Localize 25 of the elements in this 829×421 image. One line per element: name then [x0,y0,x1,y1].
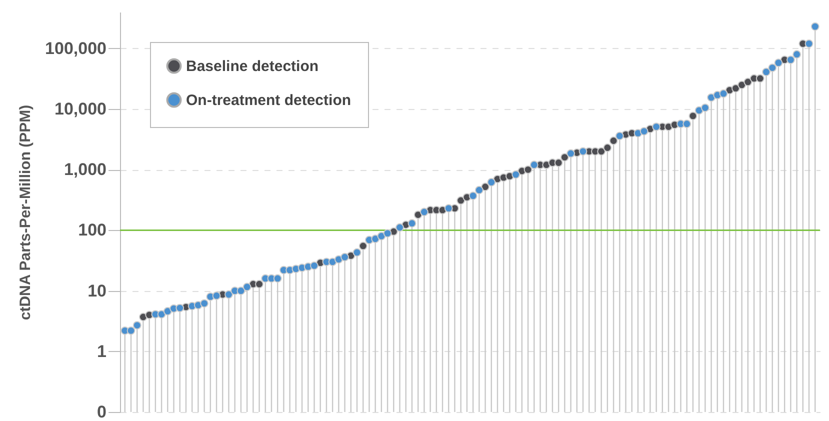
point [554,158,563,167]
point [524,165,532,174]
point [597,147,606,156]
point [756,74,764,83]
legend-label: On-treatment detection [186,92,352,109]
point [456,196,466,205]
point [481,182,490,192]
y-tick-label: 0 [97,402,106,421]
point [738,80,746,90]
point [732,84,740,93]
legend-label: Baseline detection [186,58,319,75]
y-tick-label: 1,000 [64,160,106,180]
point [688,112,698,120]
point [358,242,368,250]
y-tick-label: 1 [97,342,106,361]
point [560,153,569,162]
y-tick-label: 10 [88,281,106,300]
y-tick-label: 100,000 [45,38,106,58]
point [603,144,612,152]
y-tick-label: 100 [78,220,106,240]
point [744,78,752,86]
y-tick-label: 10,000 [54,100,106,119]
point [609,136,618,145]
y-axis-title: ctDNA Parts-Per-Million (PPM) [17,104,34,320]
point [255,280,264,288]
